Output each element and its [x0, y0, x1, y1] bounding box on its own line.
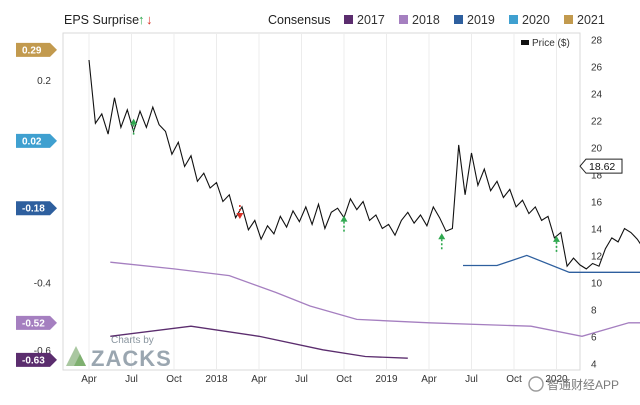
price-legend-swatch: [521, 40, 529, 45]
legend-swatch-2017: [344, 15, 353, 24]
x-tick-label: 2019: [375, 374, 398, 385]
consensus-line-2018: [110, 261, 640, 337]
last-price-label: 18.62: [589, 161, 615, 173]
price-line: [88, 59, 640, 270]
right-tick-label: 22: [591, 117, 603, 128]
zacks-watermark: Charts by ZACKS: [66, 335, 172, 371]
eps-badge: [16, 42, 57, 57]
zacks-brand: ZACKS: [91, 346, 172, 371]
x-tick-label: Apr: [251, 374, 267, 385]
x-tick-label: Apr: [81, 374, 97, 385]
legend-swatch-2018: [399, 15, 408, 24]
surprise-up-arrow-icon: [130, 118, 138, 125]
consensus-line-2017: [110, 325, 408, 359]
app-watermark: 智通财经APP: [528, 376, 619, 392]
zacks-logo-inner-icon: [74, 354, 86, 366]
right-tick-label: 16: [591, 198, 603, 209]
right-tick-label: 20: [591, 144, 603, 155]
app-logo-icon: [528, 376, 544, 392]
left-tick-label: -0.6: [34, 346, 52, 357]
legend-label-2019: 2019: [467, 13, 495, 27]
eps-badge: [16, 201, 57, 216]
x-tick-label: Apr: [421, 374, 437, 385]
eps-badge: [16, 315, 57, 330]
chart-title: EPS Surprise: [64, 13, 139, 27]
legend: 2017 2018 2019 2020 2021: [344, 13, 605, 27]
eps-badge-label: -0.52: [22, 318, 45, 329]
surprise-up-arrow-icon: [553, 235, 560, 242]
eps-badge-label: 0.29: [22, 45, 42, 56]
surprise-up-arrow-icon: [438, 233, 446, 240]
surprise-markers: [130, 118, 560, 252]
right-tick-label: 26: [591, 63, 603, 74]
plot-area: [62, 32, 581, 371]
app-watermark-text: 智通财经APP: [547, 377, 619, 392]
x-axis: Apr Jul Oct 2018 Apr Jul Oct 2019 Apr Jul Oct 2020: [81, 374, 568, 385]
price-series-line: [88, 59, 640, 270]
gridlines: [88, 33, 557, 370]
consensus-label: Consensus: [268, 13, 331, 27]
consensus-line-2019: [463, 254, 640, 273]
eps-badge-label: 0.02: [22, 136, 42, 147]
eps-badge-label: -0.63: [22, 355, 45, 366]
left-axis: 0.2 -0.4 -0.6: [34, 76, 52, 357]
legend-swatch-2021: [564, 15, 573, 24]
legend-swatch-2019: [454, 15, 463, 24]
surprise-down-arrow-icon: [236, 212, 244, 219]
legend-swatch-2020: [509, 15, 518, 24]
consensus-lines: [110, 254, 640, 359]
x-tick-label: Jul: [465, 374, 478, 385]
right-tick-label: 28: [591, 36, 603, 47]
price-legend: Price ($): [521, 38, 570, 49]
eps-badge: [16, 352, 57, 367]
x-tick-label: Oct: [166, 374, 182, 385]
down-arrow-icon: ↓: [146, 12, 153, 27]
legend-label-2021: 2021: [577, 13, 605, 27]
last-price-box: [579, 158, 623, 174]
right-tick-label: 12: [591, 251, 603, 262]
x-tick-label: Jul: [295, 374, 308, 385]
right-tick-label: 10: [591, 278, 603, 289]
right-tick-label: 14: [591, 224, 603, 235]
left-tick-label: -0.4: [34, 278, 52, 289]
right-axis: 4 6 8 10 12 14 16 18 20 22 24 26 28: [591, 36, 603, 371]
x-tick-label: Oct: [506, 374, 522, 385]
left-tick-label: 0.2: [37, 76, 51, 87]
up-arrow-icon: ↑: [138, 12, 145, 27]
charts-by-text: Charts by: [111, 335, 154, 346]
last-price-tag: 18.62: [579, 158, 623, 174]
eps-badge: [16, 133, 57, 148]
right-tick-label: 6: [591, 332, 597, 343]
legend-label-2018: 2018: [412, 13, 440, 27]
right-tick-label: 8: [591, 305, 597, 316]
right-tick-label: 18: [591, 171, 603, 182]
right-tick-label: 24: [591, 90, 603, 101]
x-tick-label: 2020: [545, 374, 568, 385]
x-tick-label: 2018: [205, 374, 228, 385]
right-tick-label: 4: [591, 359, 597, 370]
x-tick-label: Oct: [336, 374, 352, 385]
price-legend-label: Price ($): [532, 38, 570, 49]
surprise-up-arrow-icon: [340, 215, 348, 222]
eps-badges: 0.29 0.02 -0.18 -0.52 -0.63: [16, 42, 57, 367]
legend-label-2020: 2020: [522, 13, 550, 27]
x-tick-label: Jul: [125, 374, 138, 385]
legend-label-2017: 2017: [357, 13, 385, 27]
eps-badge-label: -0.18: [22, 204, 45, 215]
